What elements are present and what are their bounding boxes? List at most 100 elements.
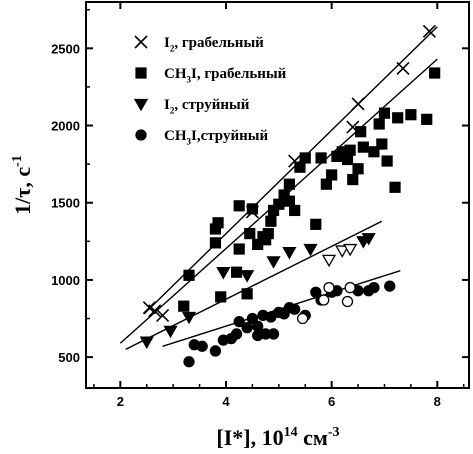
point-circle [289,303,301,315]
legend-label: CH3I,струйный [164,128,268,147]
y-tick-label: 2000 [51,119,80,134]
point-circle [196,340,208,352]
point-square [347,173,359,186]
point-square [183,269,195,281]
point-triangle-down [139,336,154,349]
point-square [212,217,224,229]
y-tick-label: 1500 [51,196,80,211]
point-triangle-down [181,311,197,325]
point-square [429,67,441,79]
point-triangle-down [343,243,358,257]
point-square [209,237,222,249]
point-x-stroke [346,120,360,134]
point-square [326,169,338,181]
point-triangle-down [216,267,231,280]
x-tick-label: 6 [328,394,335,409]
point-square [376,138,388,150]
point-triangle-down [361,233,376,246]
fit-line [143,26,438,315]
point-x-stroke [134,35,148,49]
legend-label: I2, грабельный [164,35,264,54]
point-x [156,308,170,322]
point-x-stroke [351,97,365,111]
point-square [246,203,259,215]
point-circle [318,294,330,306]
point-square [294,161,306,173]
x-axis-title: [I*], 1014 см-3 [216,425,339,450]
point-square [178,300,190,312]
point-circle [368,281,380,294]
point-circle [230,328,243,340]
data-points [139,24,441,368]
point-circle [135,129,147,141]
point-square [230,266,243,278]
point-circle [344,281,356,294]
point-square [344,144,356,156]
point-square [233,200,245,212]
y-axis-title: 1/τ, с-1 [10,155,35,215]
point-circle [246,312,259,325]
point-square [262,228,274,240]
point-triangle-down [240,270,255,283]
point-circle [233,315,245,328]
point-square [315,152,327,164]
point-circle [384,280,396,292]
point-square [265,215,277,227]
point-circle [267,328,280,340]
point-circle [296,312,309,325]
point-circle [341,295,354,308]
legend: I2, грабельный CH3I, грабельный I2, струйн… [133,35,287,147]
point-triangle-down [282,246,297,260]
point-square [378,107,391,119]
point-square [233,243,245,255]
point-x-stroke [142,301,156,315]
x-tick-label: 2 [117,394,124,409]
point-square [368,146,380,158]
point-circle [310,286,322,298]
point-square [273,198,285,210]
point-triangle-down [163,325,178,339]
point-x-stroke [148,304,162,318]
y-tick-label: 1000 [51,273,80,288]
point-square [215,291,227,303]
point-square [421,113,433,125]
plot-frame [85,1,470,389]
point-triangle-down [266,256,281,269]
axes: 2 4 6 8 500 1000 1500 2000 2500 [51,1,470,409]
point-circle [183,356,195,368]
point-square [320,178,332,190]
point-circle [241,322,253,334]
point-x [396,61,410,75]
y-tick-label: 2500 [51,41,80,56]
point-square [352,163,364,175]
point-triangle-down [303,243,318,257]
point-triangle-down [335,245,350,258]
point-square [244,228,256,240]
point-square [283,195,295,207]
point-x-stroke [156,308,170,322]
point-square [392,112,404,124]
point-square [355,126,367,138]
point-x-stroke [288,154,302,168]
point-square [389,181,401,193]
x-tick-label: 8 [434,394,441,409]
point-triangle-down [321,254,337,268]
point-square [310,218,322,230]
point-circle [252,320,264,332]
point-square [357,141,369,153]
point-x-stroke [422,24,436,38]
point-square [283,178,295,190]
x-tick-label: 4 [222,394,230,409]
point-x [148,304,162,318]
legend-label: I2, струйный [164,97,250,116]
point-x [422,24,436,38]
point-square [135,67,147,79]
point-square [373,118,385,130]
point-square [341,153,354,166]
point-circle [209,345,222,357]
point-circle [323,281,335,294]
point-square [405,109,417,121]
y-tick-label: 500 [58,350,80,365]
point-square [299,152,311,164]
